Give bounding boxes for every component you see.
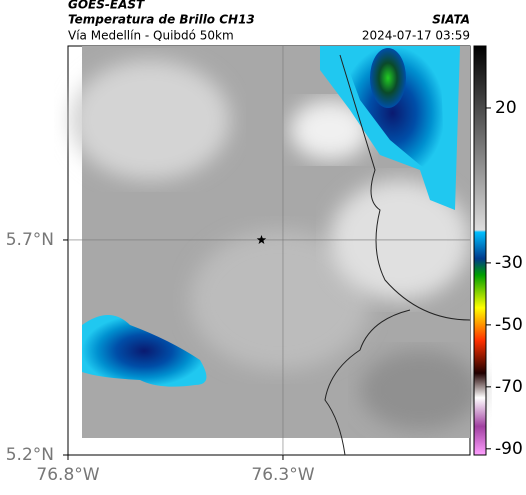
lon-label: 76.8°W	[36, 465, 99, 485]
colorbar-label: -30	[495, 253, 523, 273]
colorbar	[473, 45, 487, 456]
datetime: 2024-07-17 03:59	[362, 29, 470, 43]
colorbar-label: -70	[495, 377, 523, 397]
colorbar-label: 20	[495, 98, 517, 118]
lat-label: 5.7°N	[6, 230, 54, 250]
subtitle: Temperatura de Brillo CH13	[68, 13, 255, 27]
colorbar-label: -90	[495, 439, 523, 459]
imagery	[70, 46, 480, 456]
lat-label: 5.2°N	[6, 445, 54, 465]
lon-label: 76.3°W	[251, 465, 314, 485]
colorbar-label: -50	[495, 315, 523, 335]
source: SIATA	[432, 13, 470, 27]
route: Vía Medellín - Quibdó 50km	[68, 29, 234, 43]
title: GOES-EAST	[68, 0, 145, 12]
location-marker	[256, 235, 267, 244]
